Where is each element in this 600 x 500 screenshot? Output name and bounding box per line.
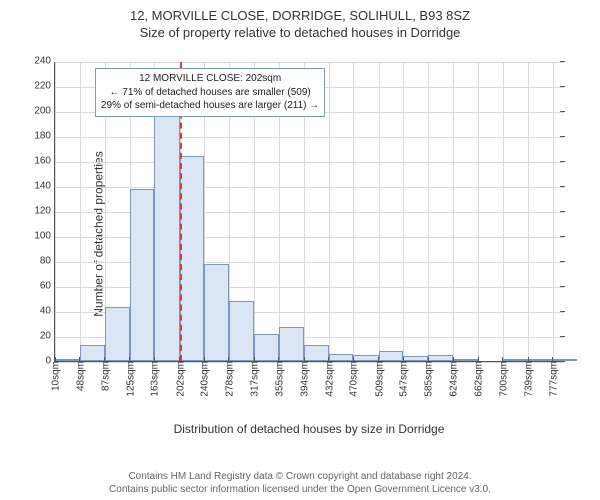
xtick-label: 585sqm xyxy=(422,361,435,397)
xtick-label: 547sqm xyxy=(397,361,410,397)
xtick-mark xyxy=(55,357,56,362)
xtick-label: 777sqm xyxy=(546,361,559,397)
histogram-bar xyxy=(254,334,279,362)
histogram-bar xyxy=(180,156,205,361)
callout-line1: 12 MORVILLE CLOSE: 202sqm xyxy=(101,72,319,86)
xtick-mark xyxy=(278,357,279,362)
histogram-bar xyxy=(204,264,229,362)
xtick-mark xyxy=(129,357,130,362)
ytick-mark xyxy=(560,286,565,287)
xtick-mark xyxy=(104,357,105,362)
xtick-mark xyxy=(179,357,180,362)
xtick-mark xyxy=(228,357,229,362)
xtick-label: 509sqm xyxy=(372,361,385,397)
ytick-label: 80 xyxy=(40,256,55,267)
ytick-label: 120 xyxy=(34,206,55,217)
histogram-bar xyxy=(154,112,179,361)
ytick-mark xyxy=(560,136,565,137)
xtick-label: 10sqm xyxy=(49,361,62,391)
footer: Contains HM Land Registry data © Crown c… xyxy=(0,470,600,496)
xtick-mark xyxy=(403,357,404,362)
chart-title-line2: Size of property relative to detached ho… xyxy=(12,25,588,40)
xtick-mark xyxy=(428,357,429,362)
footer-line1: Contains HM Land Registry data © Crown c… xyxy=(0,470,600,483)
ytick-mark xyxy=(560,361,565,362)
xtick-mark xyxy=(353,357,354,362)
xtick-label: 87sqm xyxy=(98,361,111,391)
histogram-bar xyxy=(304,345,329,361)
ytick-mark xyxy=(560,161,565,162)
xtick-label: 317sqm xyxy=(248,361,261,397)
xtick-mark xyxy=(254,357,255,362)
xtick-mark xyxy=(204,357,205,362)
ytick-label: 240 xyxy=(34,56,55,67)
callout-line2: ← 71% of detached houses are smaller (50… xyxy=(101,86,319,100)
ytick-mark xyxy=(560,336,565,337)
xtick-label: 739sqm xyxy=(522,361,535,397)
ytick-label: 200 xyxy=(34,106,55,117)
xtick-label: 624sqm xyxy=(447,361,460,397)
xtick-mark xyxy=(154,357,155,362)
footer-line2: Contains public sector information licen… xyxy=(0,483,600,496)
xtick-label: 48sqm xyxy=(73,361,86,391)
xtick-label: 278sqm xyxy=(222,361,235,397)
xtick-label: 125sqm xyxy=(123,361,136,397)
ytick-label: 140 xyxy=(34,181,55,192)
histogram-bar xyxy=(130,189,155,362)
histogram-bar xyxy=(379,351,404,361)
xtick-mark xyxy=(478,357,479,362)
histogram-bar xyxy=(229,301,254,361)
xtick-label: 202sqm xyxy=(173,361,186,397)
ytick-mark xyxy=(560,186,565,187)
ytick-label: 60 xyxy=(40,281,55,292)
xtick-label: 700sqm xyxy=(496,361,509,397)
ytick-label: 100 xyxy=(34,231,55,242)
xtick-mark xyxy=(528,357,529,362)
xtick-mark xyxy=(79,357,80,362)
xtick-label: 470sqm xyxy=(347,361,360,397)
xtick-label: 662sqm xyxy=(472,361,485,397)
ytick-mark xyxy=(560,236,565,237)
plot-area: Number of detached properties 12 MORVILL… xyxy=(54,44,594,424)
xtick-mark xyxy=(328,357,329,362)
ytick-mark xyxy=(560,86,565,87)
xtick-mark xyxy=(552,357,553,362)
ytick-label: 220 xyxy=(34,81,55,92)
xtick-mark xyxy=(378,357,379,362)
ytick-label: 40 xyxy=(40,306,55,317)
xtick-label: 432sqm xyxy=(322,361,335,397)
xtick-mark xyxy=(502,357,503,362)
ytick-mark xyxy=(560,211,565,212)
ytick-label: 160 xyxy=(34,156,55,167)
ytick-label: 20 xyxy=(40,331,55,342)
histogram-bar xyxy=(80,345,105,361)
ytick-mark xyxy=(560,261,565,262)
callout-line3: 29% of semi-detached houses are larger (… xyxy=(101,99,319,113)
callout-box: 12 MORVILLE CLOSE: 202sqm ← 71% of detac… xyxy=(95,68,325,117)
ytick-label: 180 xyxy=(34,131,55,142)
xtick-label: 355sqm xyxy=(272,361,285,397)
ytick-mark xyxy=(560,311,565,312)
ytick-mark xyxy=(560,61,565,62)
plot-inner: 12 MORVILLE CLOSE: 202sqm ← 71% of detac… xyxy=(54,62,564,362)
histogram-bar xyxy=(329,354,354,362)
chart-title-line1: 12, MORVILLE CLOSE, DORRIDGE, SOLIHULL, … xyxy=(12,8,588,23)
x-axis-label: Distribution of detached houses by size … xyxy=(54,422,564,436)
chart-container: 12, MORVILLE CLOSE, DORRIDGE, SOLIHULL, … xyxy=(0,0,600,500)
histogram-bar xyxy=(105,307,130,361)
xtick-label: 240sqm xyxy=(198,361,211,397)
histogram-bar xyxy=(279,327,304,361)
xtick-mark xyxy=(453,357,454,362)
xtick-mark xyxy=(304,357,305,362)
xtick-label: 394sqm xyxy=(298,361,311,397)
xtick-label: 163sqm xyxy=(148,361,161,397)
ytick-mark xyxy=(560,111,565,112)
